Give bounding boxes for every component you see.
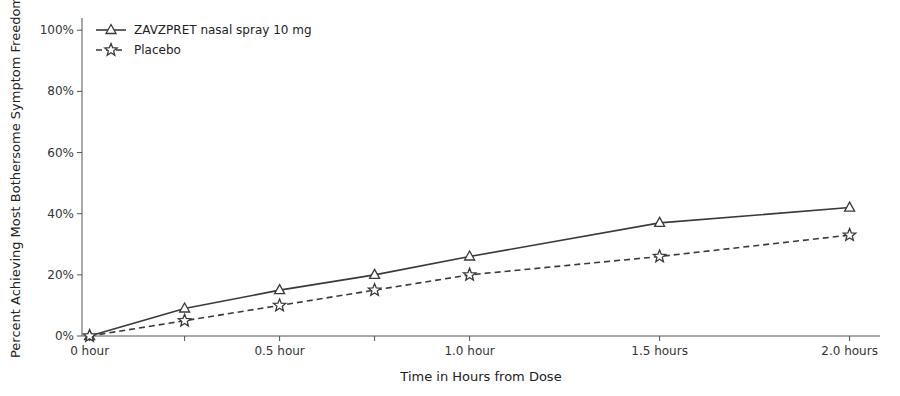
x-tick <box>659 336 660 341</box>
y-tick-label: 60% <box>47 146 74 160</box>
x-tick <box>849 336 850 341</box>
x-tick <box>184 336 185 341</box>
x-tick-label: 0 hour <box>70 344 109 358</box>
legend: ZAVZPRET nasal spray 10 mg Placebo <box>96 23 312 57</box>
y-tick <box>77 274 82 275</box>
y-tick <box>77 30 82 31</box>
point <box>655 217 665 226</box>
y-tick-label: 100% <box>40 23 74 37</box>
point <box>463 268 475 280</box>
y-axis-label: Percent Achieving Most Bothersome Sympto… <box>8 0 23 358</box>
x-tick-label: 2.0 hours <box>821 344 878 358</box>
point <box>368 284 380 296</box>
x-tick <box>469 336 470 341</box>
y-tick <box>77 336 82 337</box>
legend-label: Placebo <box>134 43 181 57</box>
legend-marker <box>106 25 116 34</box>
x-tick-label: 0.5 hour <box>254 344 304 358</box>
series-line <box>90 208 850 336</box>
y-axis-line <box>82 18 83 336</box>
y-tick <box>77 213 82 214</box>
x-axis-line <box>82 336 880 337</box>
point <box>843 229 855 241</box>
y-tick <box>77 152 82 153</box>
y-tick-label: 80% <box>47 84 74 98</box>
plot-area <box>83 202 855 341</box>
y-tick <box>77 91 82 92</box>
x-tick <box>374 336 375 341</box>
y-tick-label: 20% <box>47 268 74 282</box>
point <box>465 251 475 260</box>
point <box>273 299 285 311</box>
x-tick-label: 1.5 hours <box>631 344 688 358</box>
legend-marker <box>105 44 117 56</box>
y-tick-label: 40% <box>47 207 74 221</box>
point <box>178 314 190 326</box>
point <box>370 269 380 278</box>
x-tick <box>279 336 280 341</box>
series-line <box>90 235 850 336</box>
legend-label: ZAVZPRET nasal spray 10 mg <box>134 23 312 37</box>
point <box>653 250 665 262</box>
y-tick-label: 0% <box>55 329 74 343</box>
chart: 0% 20% 40% 60% 80% 100% 0 hour 0.5 hour 1.0 hour… <box>0 0 900 396</box>
point <box>83 330 95 342</box>
point <box>275 285 285 294</box>
point <box>845 202 855 211</box>
x-tick-label: 1.0 hour <box>444 344 494 358</box>
point <box>180 303 190 312</box>
x-axis-label: Time in Hours from Dose <box>399 369 561 384</box>
